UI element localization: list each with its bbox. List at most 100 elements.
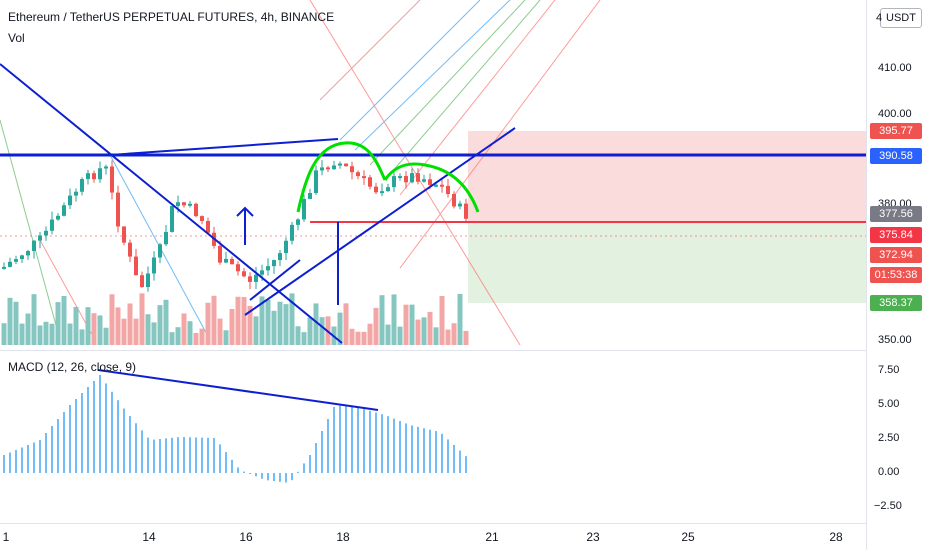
currency-button[interactable]: USDT [880, 8, 922, 28]
entry-price-tag[interactable]: 375.84 [870, 227, 922, 243]
macd-divergence-line[interactable] [97, 369, 379, 411]
candle-body [92, 173, 96, 180]
volume-bar [91, 313, 97, 345]
resistance-price-tag[interactable]: 390.58 [870, 148, 922, 164]
candle-body [230, 258, 234, 265]
volume-bar [163, 299, 169, 345]
candle-body [368, 177, 372, 187]
volume-bar [13, 301, 19, 345]
candle-body [152, 257, 156, 274]
take-profit-price-tag[interactable]: 358.37 [870, 295, 922, 311]
volume-bar [235, 296, 241, 345]
volume-bar [169, 332, 175, 345]
candle-body [164, 231, 168, 245]
volume-bar [265, 299, 271, 345]
volume-bar [385, 324, 391, 345]
macd-legend[interactable]: MACD (12, 26, close, 9) [8, 360, 137, 374]
chart-title[interactable]: Ethereum / TetherUS PERPETUAL FUTURES, 4… [8, 10, 335, 24]
candle-body [332, 165, 336, 170]
candle-body [326, 167, 330, 170]
candle-body [320, 167, 324, 171]
trend-lines[interactable] [0, 63, 516, 344]
candle-body [224, 258, 228, 263]
candle-body [170, 206, 174, 232]
candle-body [410, 173, 414, 183]
volume-bar [247, 305, 253, 345]
volume-bar [343, 303, 349, 345]
volume-bar [271, 310, 277, 345]
time-tick: 28 [829, 530, 843, 544]
volume-bar [229, 308, 235, 345]
candle-body [344, 163, 348, 167]
bar-countdown-tag[interactable]: 01:53:38 [870, 267, 922, 283]
candle-body [86, 173, 90, 180]
candle-body [104, 166, 108, 169]
candle-body [110, 166, 114, 193]
price-axis[interactable] [866, 0, 932, 550]
candle-body [56, 215, 60, 220]
volume-bar [1, 323, 7, 345]
volume-bar [379, 295, 385, 345]
volume-bar [145, 314, 151, 345]
macd-tick: 2.50 [878, 432, 900, 444]
price-tick: 350.00 [878, 334, 912, 346]
candle-body [140, 275, 144, 288]
candle-body [458, 203, 462, 207]
volume-bar [403, 304, 409, 345]
candle-body [14, 259, 18, 262]
candle-body [122, 226, 126, 243]
volume-bar [451, 323, 457, 345]
volume-bar [391, 294, 397, 345]
volume-bar [31, 294, 37, 345]
volume-bar [115, 307, 121, 345]
candle-body [242, 271, 246, 277]
volume-bar [349, 328, 355, 345]
candle-body [2, 266, 6, 269]
volume-bar [313, 303, 319, 345]
volume-bar [457, 293, 463, 345]
pane-divider[interactable] [0, 350, 866, 351]
candle-body [62, 205, 66, 216]
volume-bar [79, 329, 85, 345]
volume-bar [295, 326, 301, 345]
macd-histogram [3, 375, 467, 483]
candle-body [266, 266, 270, 271]
loss-zone[interactable] [468, 131, 866, 224]
up-arrow-icon[interactable] [236, 206, 254, 245]
volume-bar [151, 322, 157, 345]
volume-bar [85, 307, 91, 345]
last-price-tag[interactable]: 377.56 [870, 206, 922, 222]
volume-bar [127, 303, 133, 345]
volume-bar [199, 328, 205, 345]
volume-bar [439, 296, 445, 345]
current-price-tag[interactable]: 372.94 [870, 247, 922, 263]
macd-tick: 0.00 [878, 466, 900, 478]
volume-bar [361, 331, 367, 345]
volume-bar [103, 327, 109, 345]
candle-body [98, 168, 102, 180]
candle-body [290, 224, 294, 241]
stop-loss-price-tag[interactable]: 395.77 [870, 123, 922, 139]
candle-body [116, 192, 120, 227]
volume-bar [55, 302, 61, 345]
volume-legend[interactable]: Vol [8, 31, 25, 45]
volume-bar [241, 297, 247, 345]
volume-bar [67, 323, 73, 345]
profit-zone[interactable] [468, 224, 866, 303]
volume-bar [301, 332, 307, 345]
volume-bar [19, 323, 25, 345]
candle-body [440, 184, 444, 187]
volume-bar [223, 330, 229, 345]
candle-body [446, 185, 450, 194]
candle-body [80, 179, 84, 192]
volume-bar [25, 313, 31, 345]
double-top-pattern[interactable] [296, 141, 480, 213]
macd-tick: 7.50 [878, 364, 900, 376]
candle-body [308, 193, 312, 199]
volume-bar [139, 293, 145, 345]
price-tick: 410.00 [878, 62, 912, 74]
time-tick: 16 [239, 530, 253, 544]
volume-bar [427, 311, 433, 345]
candle-body [404, 176, 408, 183]
